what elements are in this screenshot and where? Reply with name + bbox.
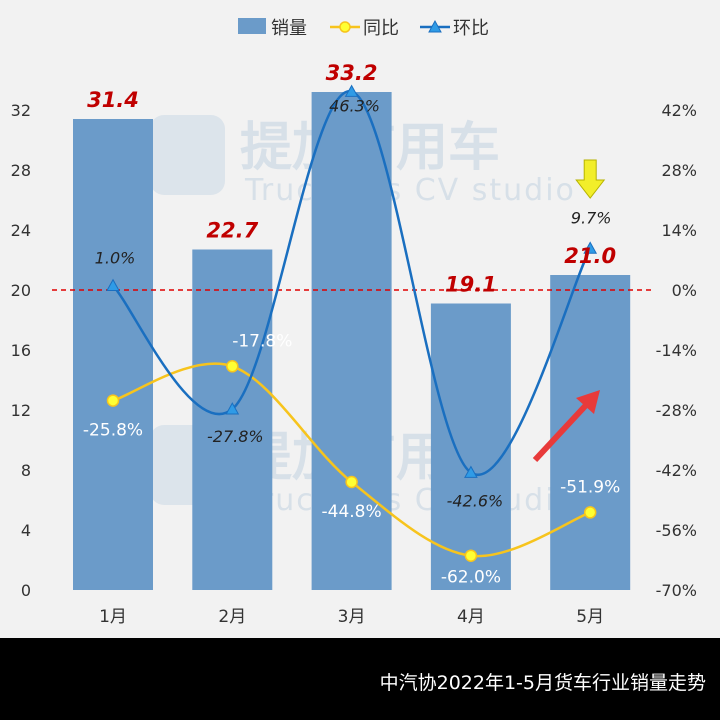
- watermark-english: TruckPlus CV studio: [244, 173, 576, 208]
- legend-label: 环比: [453, 18, 489, 39]
- mom-value-label: 9.7%: [571, 208, 612, 227]
- x-axis-tick-label: 5月: [576, 607, 604, 627]
- watermark-english: TruckPlus CV studio: [244, 483, 576, 518]
- yoy-point-1月: [106, 394, 120, 407]
- right-axis-tick-label: -28%: [656, 401, 697, 420]
- bar-3月: [311, 92, 392, 590]
- mom-point-1月: [106, 278, 120, 292]
- up-right-arrow-head: [576, 390, 600, 414]
- mom-value-label: -27.8%: [207, 427, 264, 446]
- legend-label: 销量: [271, 18, 307, 39]
- right-axis-tick-label: 14%: [661, 221, 697, 240]
- right-axis-tick-label: 28%: [661, 161, 697, 180]
- chart-svg: 提加商用车TruckPlus CV studio提加商用车TruckPlus C…: [0, 0, 720, 638]
- up-right-arrow-shaft: [532, 400, 591, 463]
- yoy-value-label: -51.9%: [560, 477, 620, 497]
- x-axis-tick-label: 1月: [99, 607, 127, 627]
- x-axis-tick-label: 3月: [338, 607, 366, 627]
- left-axis-tick-label: 0: [21, 581, 31, 600]
- yoy-value-label: -62.0%: [441, 568, 501, 588]
- bar-value-label: 33.2: [326, 61, 378, 85]
- bar-value-label: 19.1: [445, 273, 497, 297]
- legend-swatch-sales: [238, 18, 266, 34]
- left-axis-tick-label: 32: [11, 101, 31, 120]
- bar-value-label: 21.0: [564, 244, 616, 268]
- bar-2月: [192, 249, 273, 590]
- mom-point-2月: [225, 402, 240, 415]
- left-axis-tick-label: 20: [11, 281, 31, 300]
- legend-marker-mom: [428, 19, 442, 33]
- left-axis-tick-label: 12: [11, 401, 31, 420]
- yoy-value-label: -17.8%: [232, 331, 292, 351]
- legend-label: 同比: [363, 18, 399, 39]
- yoy-point-2月: [226, 360, 239, 373]
- yoy-value-label: -25.8%: [83, 421, 143, 441]
- yoy-point-4月: [464, 549, 478, 562]
- mom-value-label: 46.3%: [329, 97, 380, 116]
- yoy-point-5月: [583, 506, 597, 519]
- right-axis-tick-label: -14%: [656, 341, 697, 360]
- bar-1月: [73, 119, 153, 590]
- down-arrow-annotation: [575, 159, 606, 199]
- right-axis-tick-label: 42%: [661, 101, 697, 120]
- legend-marker-yoy: [339, 21, 351, 33]
- right-axis-tick-label: -70%: [656, 581, 697, 600]
- left-axis-tick-label: 8: [21, 461, 31, 480]
- left-axis-tick-label: 24: [11, 221, 31, 240]
- bar-value-label: 22.7: [206, 219, 258, 243]
- mom-point-3月: [344, 84, 359, 97]
- mom-value-label: 1.0%: [95, 249, 136, 268]
- yoy-point-3月: [345, 475, 358, 489]
- right-axis-tick-label: -42%: [656, 461, 697, 480]
- bar-4月: [430, 303, 511, 590]
- right-axis-tick-label: 0%: [672, 281, 697, 300]
- left-axis-tick-label: 28: [11, 161, 31, 180]
- right-axis-tick-label: -56%: [656, 521, 697, 540]
- mom-value-label: -42.6%: [447, 492, 504, 511]
- x-axis-tick-label: 2月: [218, 607, 246, 627]
- x-axis-tick-label: 4月: [457, 607, 485, 627]
- mom-point-4月: [464, 465, 478, 478]
- left-axis-tick-label: 4: [21, 521, 31, 540]
- yoy-value-label: -44.8%: [322, 502, 382, 522]
- mom-point-5月: [583, 241, 598, 254]
- footer-caption: 中汽协2022年1-5月货车行业销量走势: [379, 672, 706, 694]
- bar-value-label: 31.4: [87, 88, 139, 112]
- footer-bar: [0, 638, 720, 720]
- watermark-logo-icon: [150, 115, 225, 195]
- left-axis-tick-label: 16: [11, 341, 31, 360]
